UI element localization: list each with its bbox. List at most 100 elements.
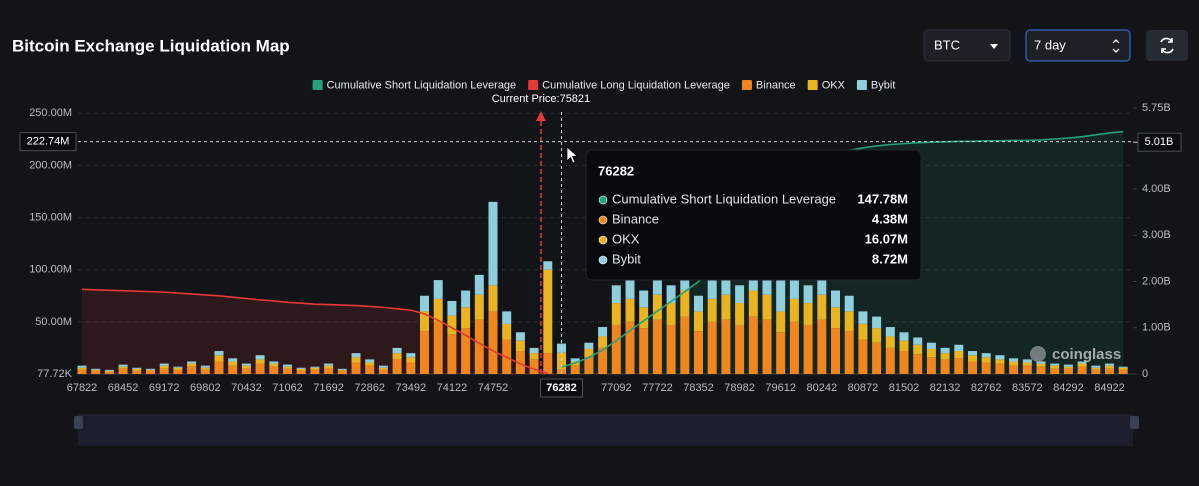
bar-segment — [269, 363, 279, 367]
bar-segment — [310, 366, 320, 368]
bar-segment — [132, 370, 142, 374]
legend-label: Bybit — [871, 79, 895, 91]
bar-segment — [1022, 359, 1032, 363]
bar-segment — [255, 355, 265, 360]
bar-segment — [283, 368, 292, 374]
bar-segment — [324, 365, 334, 369]
tooltip-value: 16.07M — [865, 231, 908, 246]
bar-segment — [1050, 365, 1060, 369]
bar-segment — [625, 280, 635, 299]
y-tick-label: 250.00M — [29, 107, 72, 119]
bar-segment — [365, 362, 375, 366]
bar-segment — [104, 371, 114, 374]
range-select-box[interactable] — [1025, 29, 1131, 62]
bar-segment — [831, 290, 840, 308]
refresh-icon — [1160, 37, 1174, 54]
legend-item[interactable]: Binance — [741, 79, 796, 91]
bar-segment — [406, 353, 416, 358]
y-tick-label: 150.00M — [29, 211, 72, 223]
bar-segment — [351, 353, 361, 358]
legend-item[interactable]: Bybit — [856, 79, 895, 91]
bar-segment — [337, 369, 347, 371]
bar-segment — [1118, 366, 1128, 368]
bar-segment — [433, 298, 443, 322]
bar-segment — [1091, 369, 1101, 374]
bar-segment — [296, 368, 306, 371]
tooltip-series-name: OKX — [612, 231, 640, 246]
bar-segment — [844, 311, 854, 332]
range-select-value[interactable]: 7 day — [1034, 37, 1066, 52]
bar-segment — [557, 352, 566, 370]
bar-segment — [310, 369, 320, 374]
bar-segment — [1036, 361, 1046, 364]
bar-segment — [885, 336, 895, 348]
bar-segment — [652, 274, 662, 295]
bar-segment — [913, 354, 923, 374]
bar-segment — [735, 324, 745, 374]
bar-segment — [885, 347, 895, 374]
bar-segment — [995, 363, 1005, 374]
legend-item[interactable]: OKX — [807, 79, 846, 91]
bar-segment — [118, 364, 128, 367]
refresh-button[interactable] — [1146, 30, 1188, 61]
mouse-cursor — [566, 146, 578, 164]
line-area — [82, 289, 548, 374]
coin-select-value[interactable]: BTC — [934, 37, 960, 52]
crosshair-x-label: 76282 — [546, 382, 577, 394]
bar-segment — [146, 368, 155, 370]
bar-segment — [1036, 363, 1046, 367]
bar-segment — [200, 367, 210, 370]
bar-segment — [378, 369, 388, 374]
tooltip-dot — [598, 235, 608, 245]
slider-track — [78, 414, 1133, 446]
tooltip: 76282 Cumulative Short Liquidation Levera… — [585, 149, 922, 281]
bar-segment — [858, 311, 868, 324]
bar-segment — [241, 368, 251, 374]
bar-segment — [625, 321, 635, 374]
bar-segment — [351, 357, 361, 363]
bar-segment — [1118, 367, 1128, 370]
bar-segment — [488, 285, 498, 312]
bar-segment — [598, 327, 608, 337]
y2-tick-label: 5.75B — [1142, 102, 1171, 114]
bar-segment — [228, 361, 238, 366]
bar-segment — [214, 355, 224, 362]
slider-handle-left[interactable] — [74, 416, 83, 429]
bar-segment — [91, 370, 101, 374]
x-tick-label: 74752 — [478, 382, 509, 394]
bar-segment — [1009, 358, 1019, 362]
bar-segment — [91, 368, 101, 370]
range-select[interactable]: 7 day — [1025, 29, 1131, 62]
spinner-icon — [1112, 39, 1120, 53]
bar-segment — [598, 336, 608, 348]
bar-segment — [91, 369, 101, 371]
bar-segment — [639, 290, 649, 308]
refresh-box[interactable] — [1146, 30, 1188, 61]
bar-segment — [77, 369, 87, 374]
x-tick-label: 82762 — [971, 382, 1002, 394]
bar-segment — [885, 327, 895, 337]
bar-segment — [269, 361, 279, 364]
coin-select[interactable]: BTC — [923, 29, 1011, 62]
bar-segment — [872, 342, 882, 374]
coin-select-box[interactable] — [923, 29, 1011, 62]
x-tick-label: 77092 — [601, 382, 632, 394]
bar-segment — [420, 311, 429, 332]
x-tick-label: 71692 — [313, 382, 344, 394]
legend-item[interactable]: Cumulative Long Liquidation Leverage — [528, 79, 730, 91]
bar-segment — [789, 321, 799, 374]
bar-segment — [515, 340, 525, 352]
bar-segment — [474, 294, 484, 320]
bar-segment — [159, 365, 169, 369]
legend-label: Binance — [756, 79, 796, 91]
slider-handle-right[interactable] — [1130, 416, 1139, 429]
bar-segment — [392, 353, 402, 360]
zoom-slider[interactable] — [74, 414, 1139, 446]
bar-segment — [296, 367, 306, 369]
bar-segment — [625, 298, 635, 322]
bar-segment — [584, 342, 594, 349]
bar-segment — [803, 285, 813, 304]
bar-segment — [378, 365, 388, 368]
bar-segment — [337, 370, 347, 374]
legend-item[interactable]: Cumulative Short Liquidation Leverage — [312, 79, 517, 91]
